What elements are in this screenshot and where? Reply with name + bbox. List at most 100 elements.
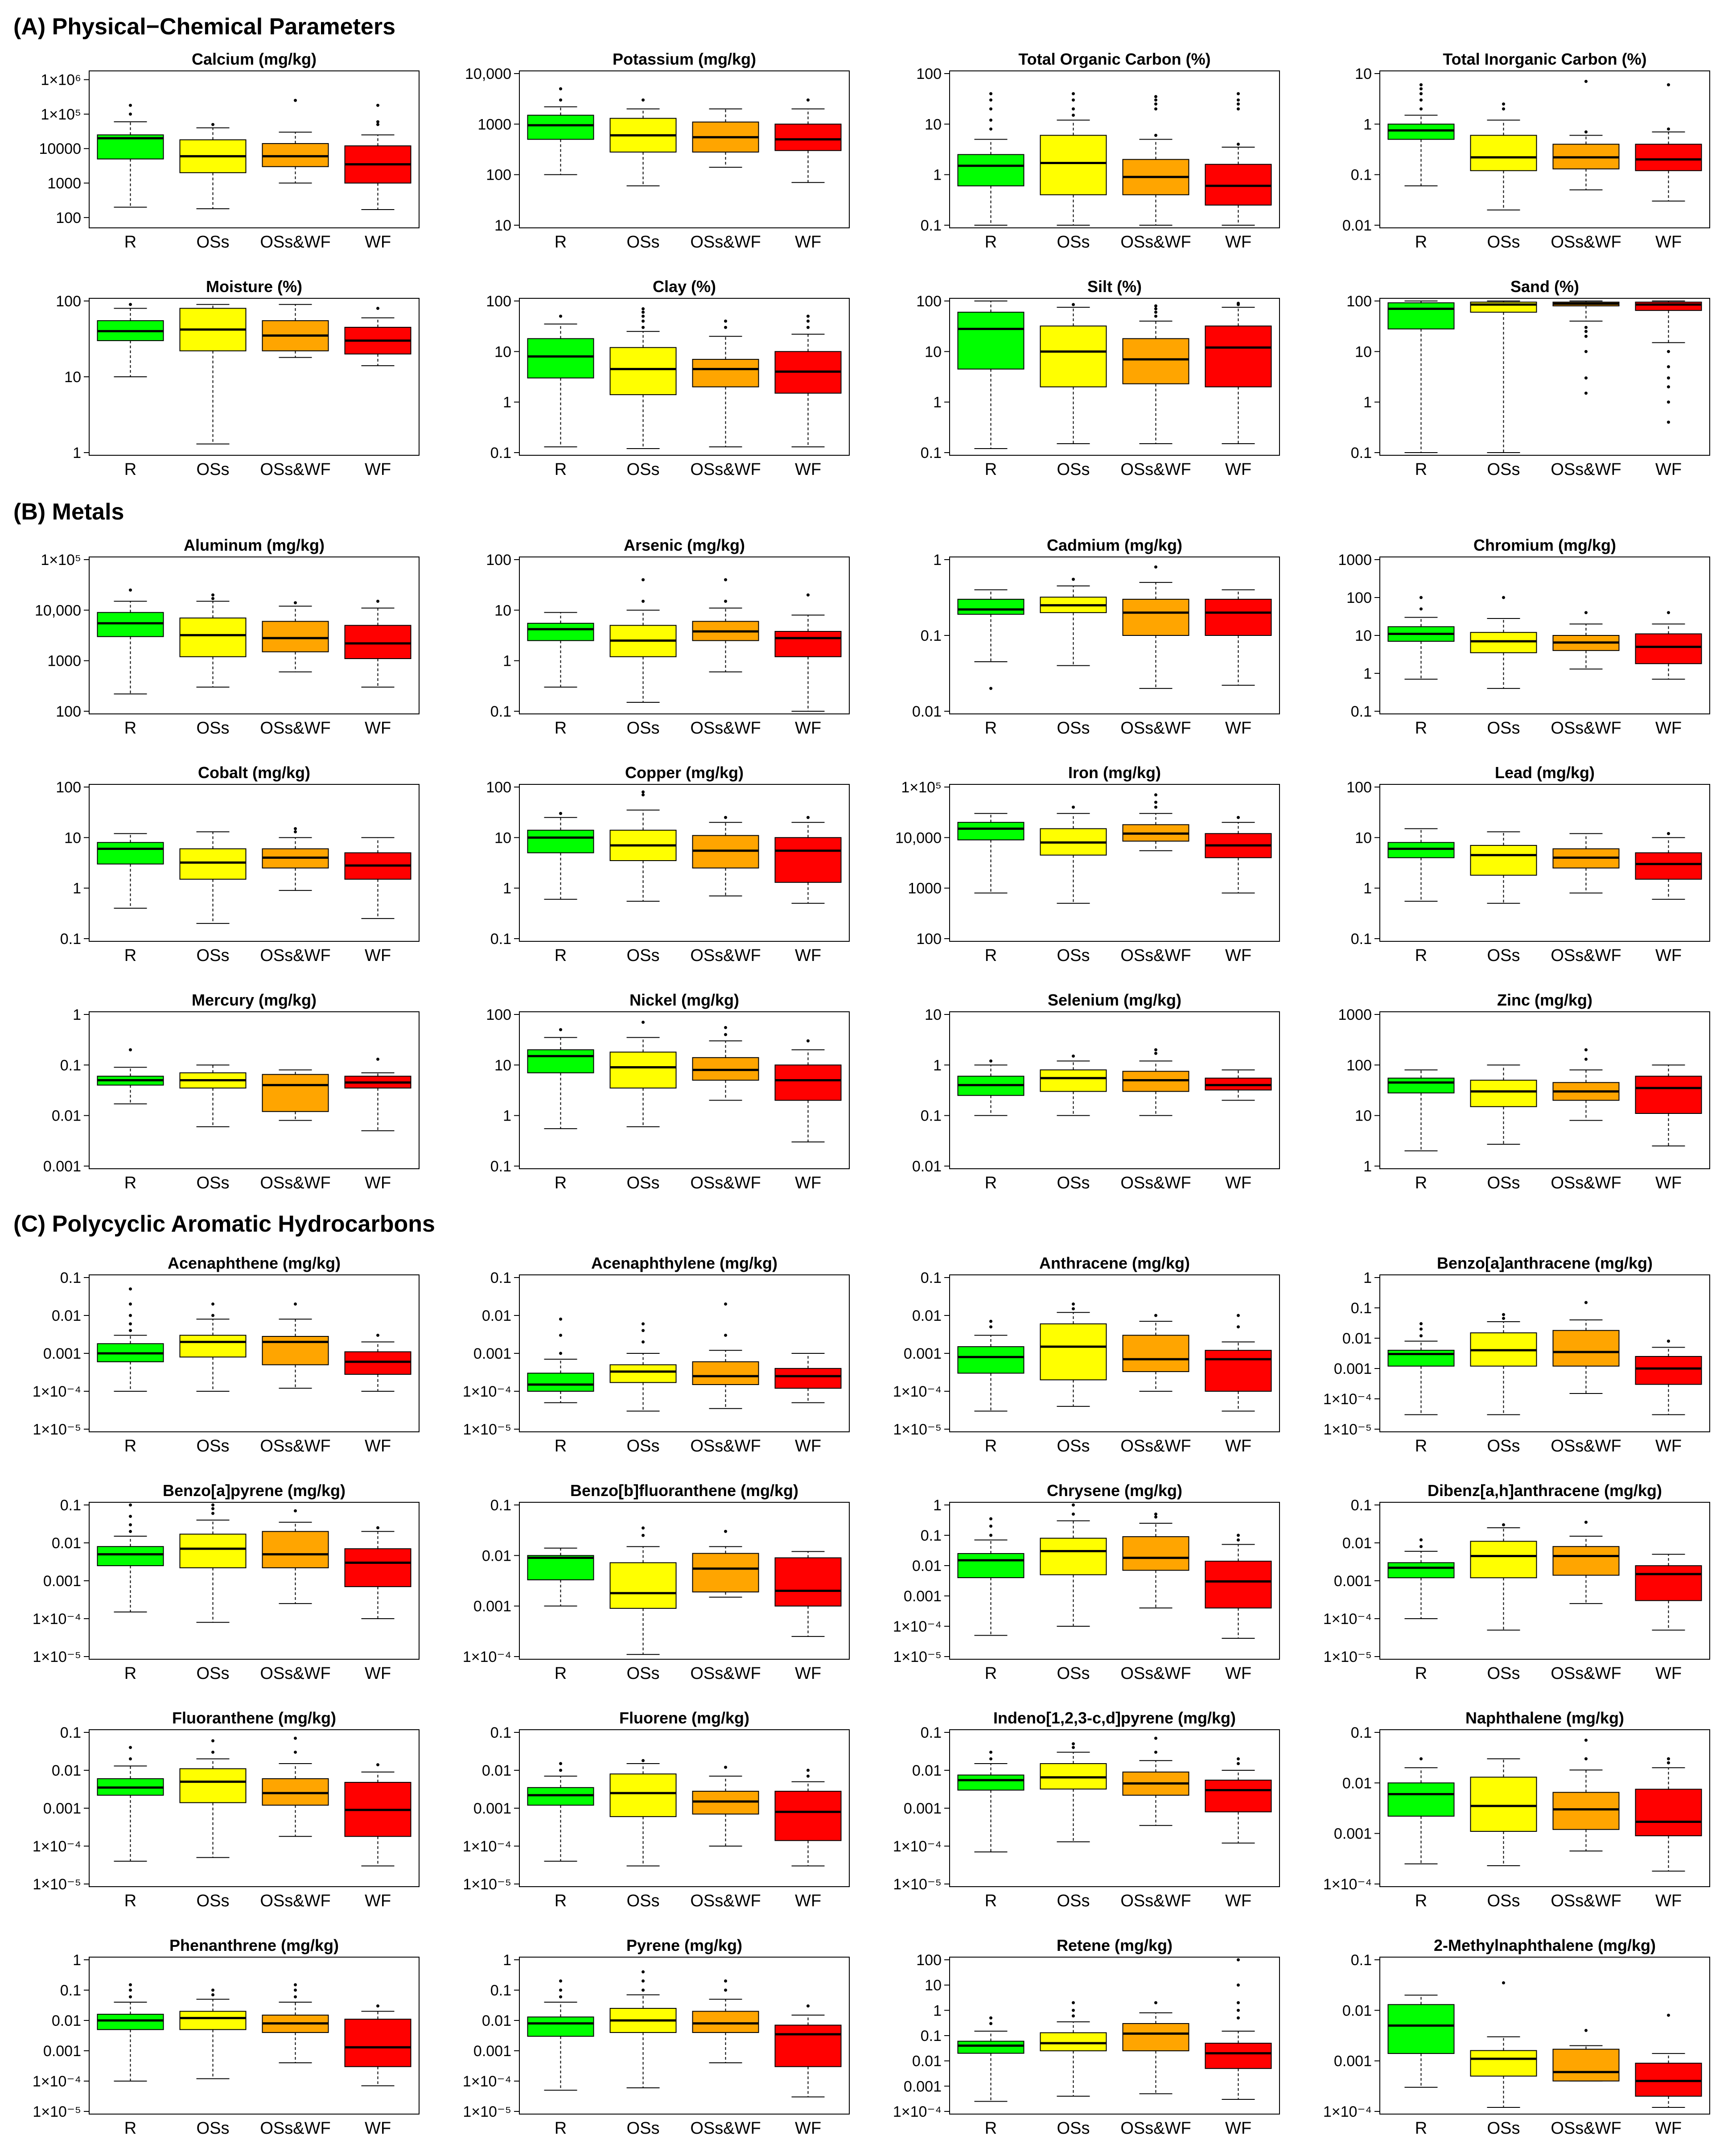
outlier-point <box>1584 326 1588 329</box>
y-tick-label: 1×10⁻⁵ <box>1323 1421 1372 1438</box>
y-tick-label: 1×10⁵ <box>41 106 81 123</box>
box-wf <box>344 103 411 210</box>
outlier-point <box>1072 1742 1075 1746</box>
plot-frame <box>949 784 1280 942</box>
box-r <box>1387 1757 1455 1864</box>
box-wf <box>774 1768 842 1867</box>
plot-frame <box>519 70 850 228</box>
iqr-box <box>774 1064 842 1101</box>
iqr-box <box>1040 1069 1107 1092</box>
y-tick-label: 100 <box>486 293 511 310</box>
chart-title: Iron (mg/kg) <box>1068 763 1161 782</box>
outlier-point <box>129 1757 132 1760</box>
section-a-heading: (A) Physical−Chemical Parameters <box>13 14 395 40</box>
iqr-box <box>1387 1562 1455 1579</box>
outlier-point <box>1072 1054 1075 1058</box>
y-tick-label: 10 <box>1355 627 1372 644</box>
iqr-box <box>1040 1538 1107 1575</box>
category-label: OSs <box>1487 946 1520 965</box>
category-label: R <box>124 1892 136 1910</box>
y-tick-label: 0.1 <box>921 1527 942 1544</box>
outlier-point <box>1237 1757 1240 1760</box>
outlier-point <box>376 1526 379 1529</box>
outlier-point <box>724 1979 727 1983</box>
box-r <box>97 1746 164 1862</box>
y-tick-label: 100 <box>1346 589 1372 606</box>
box-oss-wf <box>692 319 759 448</box>
outlier-point <box>642 326 645 329</box>
category-label: OSs <box>627 460 660 479</box>
boxplot-svg: Fluoranthene (mg/kg) 1×10⁻⁵ 1×10⁻⁴ 0.001 0.0… <box>33 1709 420 1910</box>
y-tick-label: 1 <box>1363 880 1372 897</box>
y-tick-label: 10 <box>494 1057 511 1074</box>
category-label: R <box>124 946 136 965</box>
outlier-point <box>1419 1327 1423 1331</box>
box-wf <box>344 1333 411 1392</box>
category-label: OSs <box>627 946 660 965</box>
outlier-point <box>211 1993 214 1997</box>
category-label: R <box>124 233 136 251</box>
category-label: OSs <box>1057 1664 1090 1683</box>
box-r <box>957 589 1024 690</box>
iqr-box <box>527 115 594 140</box>
y-tick-label: 0.001 <box>1334 1826 1372 1843</box>
outlier-point <box>989 1325 992 1329</box>
y-tick-label: 100 <box>1346 779 1372 796</box>
box-oss-wf <box>692 578 759 672</box>
category-label: OSs <box>627 1437 660 1455</box>
y-tick-label: 1×10⁵ <box>901 779 942 796</box>
category-label: OSs <box>1487 1892 1520 1910</box>
category-label: OSs <box>1057 946 1090 965</box>
plot-frame <box>1379 1011 1710 1169</box>
category-label: OSs <box>1057 1437 1090 1455</box>
category-label: R <box>985 946 997 965</box>
y-tick-label: 10,000 <box>35 602 81 619</box>
box-r <box>527 1317 594 1403</box>
y-tick-label: 10 <box>64 369 81 386</box>
category-label: OSs&WF <box>1120 1174 1191 1192</box>
category-label: OSs&WF <box>1551 719 1621 738</box>
boxplot-svg: Dibenz[a,h]anthracene (mg/kg) 1×10⁻⁵ 1×10⁻… <box>1323 1481 1710 1683</box>
category-label: OSs <box>1057 1174 1090 1192</box>
box-oss <box>1040 1503 1107 1627</box>
box-r <box>957 813 1024 894</box>
outlier-point <box>806 1039 810 1043</box>
chart-title: Chromium (mg/kg) <box>1473 536 1616 554</box>
iqr-box <box>1205 164 1272 206</box>
chart-title: Copper (mg/kg) <box>625 763 744 782</box>
box-oss <box>1470 1523 1537 1631</box>
box-wf <box>774 1353 842 1403</box>
iqr-box <box>1635 301 1702 311</box>
outlier-point <box>989 118 992 122</box>
box-oss <box>1470 831 1537 904</box>
category-label: R <box>124 2119 136 2138</box>
box-wf <box>344 1763 411 1867</box>
outlier-point <box>989 1534 992 1537</box>
outlier-point <box>1237 1325 1240 1329</box>
box-r <box>1387 301 1455 453</box>
y-tick-label: 10 <box>1355 66 1372 82</box>
box-oss <box>179 123 247 210</box>
outlier-point <box>1667 385 1670 389</box>
outlier-point <box>1072 2008 1075 2012</box>
category-label: R <box>124 1437 136 1455</box>
box-oss <box>1470 596 1537 689</box>
outlier-point <box>376 120 379 124</box>
y-tick-label: 10 <box>1355 343 1372 360</box>
iqr-box <box>1470 1541 1537 1579</box>
category-label: OSs&WF <box>690 946 761 965</box>
plot-frame <box>519 557 850 714</box>
y-tick-label: 1×10⁻⁵ <box>33 2103 81 2120</box>
category-label: R <box>985 2119 997 2138</box>
boxplot-svg: Aluminum (mg/kg) 100 1000 10,000 1×10⁵ R OSs OS… <box>35 536 420 738</box>
outlier-point <box>1154 95 1157 99</box>
box-oss-wf <box>1552 1048 1620 1121</box>
y-tick-label: 1 <box>503 653 511 670</box>
outlier-point <box>1502 1313 1505 1316</box>
chart-title: Nickel (mg/kg) <box>629 991 739 1009</box>
outlier-point <box>642 307 645 311</box>
y-tick-label: 1×10⁻⁵ <box>893 1649 942 1665</box>
box-oss-wf <box>1552 833 1620 894</box>
outlier-point <box>1419 1545 1423 1548</box>
y-tick-label: 10 <box>494 217 511 234</box>
